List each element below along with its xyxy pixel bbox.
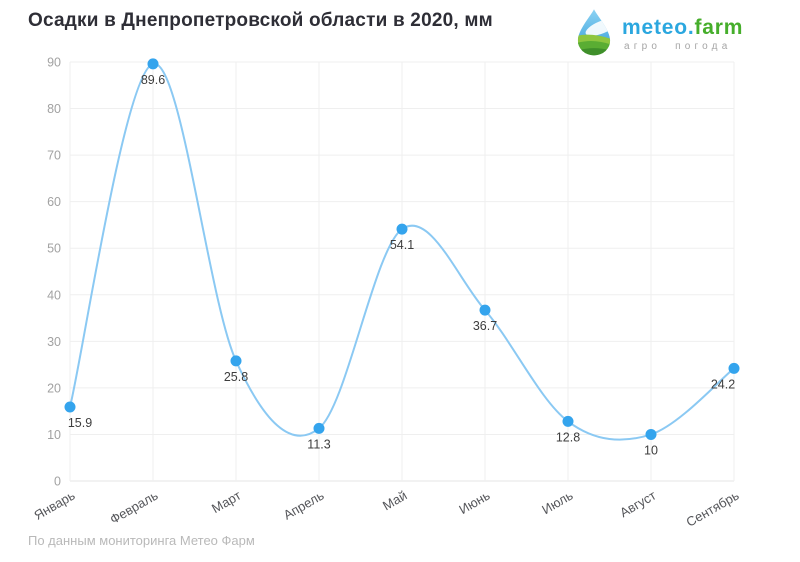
water-drop-icon [577,9,611,56]
data-point-label: 36.7 [473,319,497,333]
data-point-label: 15.9 [68,416,92,430]
x-axis-month-label: Май [380,488,410,514]
y-axis-tick-label: 60 [47,195,61,209]
y-axis-tick-label: 10 [47,428,61,442]
x-axis-month-label: Июнь [456,487,492,517]
y-axis-tick-label: 50 [47,242,61,256]
meteo-farm-logo: meteo.farm агро погода [575,8,743,56]
y-axis-tick-label: 30 [47,335,61,349]
x-axis-month-label: Январь [31,487,77,522]
data-point-marker[interactable] [479,304,491,316]
logo-tagline: агро погода [624,41,732,52]
y-axis-tick-label: 20 [47,381,61,395]
x-axis-month-label: Февраль [107,487,160,527]
page-title: Осадки в Днепропетровской области в 2020… [28,10,493,31]
y-axis-tick-label: 0 [54,475,61,489]
logo-brand-blue: meteo. [622,16,695,39]
data-point-label: 10 [644,443,658,457]
y-axis-tick-label: 40 [47,288,61,302]
data-point-label: 89.6 [141,73,165,87]
x-axis-month-label: Март [209,488,243,517]
data-point-marker[interactable] [645,428,657,440]
x-axis-month-label: Сентябрь [684,487,742,529]
data-point-label: 25.8 [224,370,248,384]
data-point-label: 24.2 [711,377,735,391]
data-point-marker[interactable] [562,415,574,427]
data-point-marker[interactable] [728,362,740,374]
data-point-label: 11.3 [307,437,330,451]
source-note: По данным мониторинга Метео Фарм [28,533,255,548]
y-axis-tick-label: 90 [47,56,61,70]
x-axis-month-label: Июль [539,487,575,517]
y-axis-tick-label: 70 [47,149,61,163]
data-point-marker[interactable] [230,355,242,367]
data-point-marker[interactable] [313,422,325,434]
data-point-marker[interactable] [64,401,76,413]
data-point-marker[interactable] [396,223,408,235]
logo-brand-green: farm [694,16,744,39]
x-axis-month-label: Август [617,488,658,521]
data-point-label: 54.1 [390,238,414,252]
y-axis-tick-label: 80 [47,102,61,116]
x-axis-month-label: Апрель [281,488,327,523]
data-point-label: 12.8 [556,430,580,444]
data-point-marker[interactable] [147,58,159,70]
logo-wordmark: meteo.farm [622,17,743,38]
